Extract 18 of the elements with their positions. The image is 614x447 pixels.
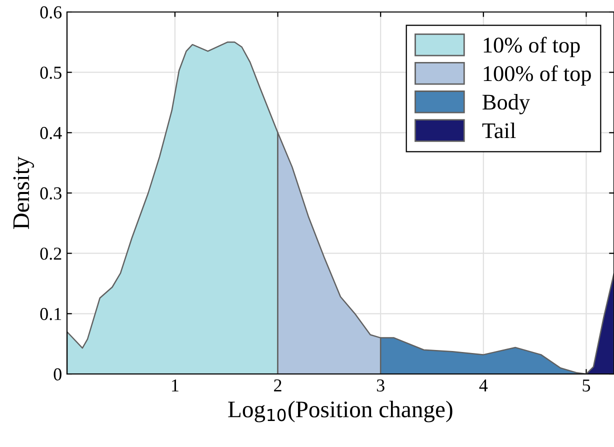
y-tick-label: 0.2 xyxy=(40,248,62,260)
y-tick-label: 0 xyxy=(54,368,62,380)
y-tick-label: 0.5 xyxy=(40,66,62,79)
y-axis-title: Density xyxy=(13,156,34,230)
legend-label: Body xyxy=(482,94,530,114)
x-axis-title: Log$_{10}$(Position change) xyxy=(228,400,452,422)
legend-label: 10% of top xyxy=(484,36,580,58)
legend-label: Tail xyxy=(482,122,516,138)
legend-label: 100% of top xyxy=(484,65,591,86)
y-tick-label: 0.3 xyxy=(40,187,62,200)
x-tick-label: 2 xyxy=(274,379,282,392)
x-tick-label: 3 xyxy=(376,379,384,392)
y-tick-label: 0.4 xyxy=(40,126,62,140)
y-tick-label: 0.1 xyxy=(40,308,62,320)
x-tick-label: 5 xyxy=(582,380,590,392)
y-tick-label: 0.6 xyxy=(40,6,62,19)
x-tick-label: 4 xyxy=(479,380,488,392)
x-tick-label: 1 xyxy=(172,379,178,392)
